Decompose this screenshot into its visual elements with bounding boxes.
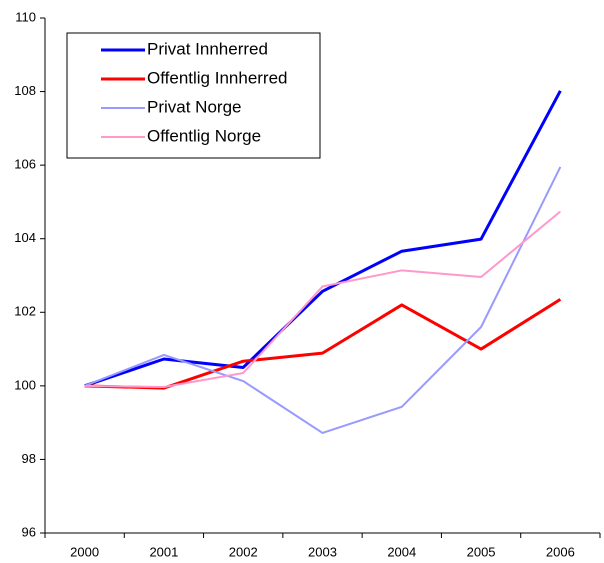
x-tick-label: 2005 [467, 544, 496, 559]
legend-label: Offentlig Norge [147, 126, 261, 145]
y-tick-label: 110 [15, 9, 36, 24]
y-tick-label: 104 [14, 230, 36, 245]
series-line [84, 166, 562, 434]
x-tick-label: 2002 [229, 544, 258, 559]
y-tick-label: 100 [14, 377, 36, 392]
series-line [84, 90, 562, 388]
y-tick-label: 102 [14, 304, 36, 319]
x-tick-label: 2003 [308, 544, 337, 559]
y-tick-label: 108 [14, 83, 36, 98]
legend-label: Privat Innherred [147, 39, 268, 58]
series-line [84, 298, 562, 390]
y-tick-label: 96 [22, 524, 36, 539]
y-tick-label: 98 [22, 451, 36, 466]
x-tick-label: 2006 [546, 544, 575, 559]
x-tick-label: 2004 [387, 544, 416, 559]
x-tick-label: 2001 [149, 544, 178, 559]
y-tick-label: 106 [14, 157, 36, 172]
series-line [84, 210, 561, 388]
x-tick-label: 2000 [70, 544, 99, 559]
legend-label: Privat Norge [147, 97, 241, 116]
legend-label: Offentlig Innherred [147, 68, 288, 87]
